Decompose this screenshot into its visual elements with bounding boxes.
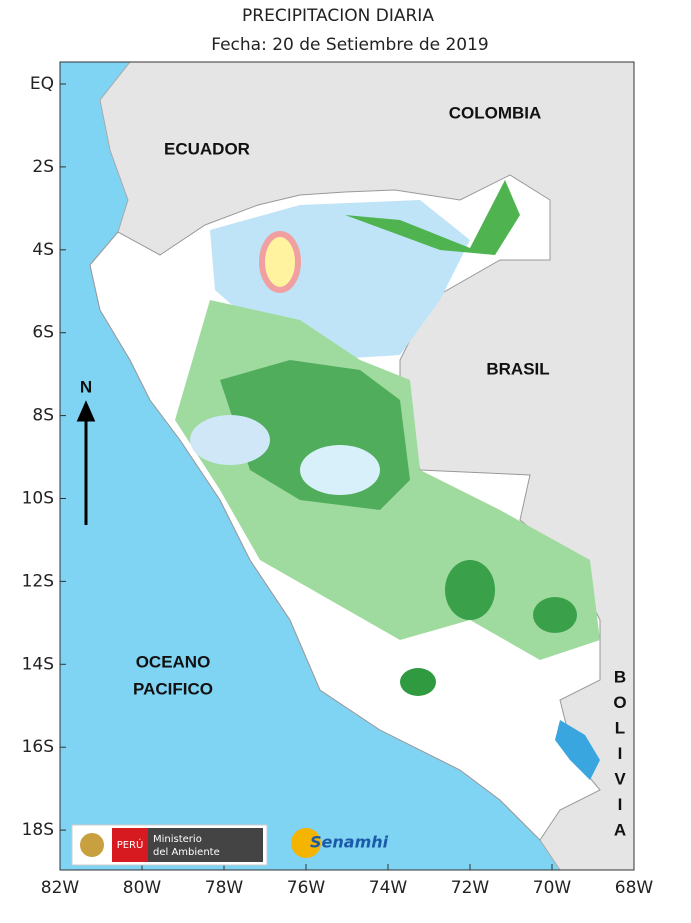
- logo-text: PERÚ: [117, 838, 144, 851]
- logo-text: del Ambiente: [153, 847, 220, 858]
- lat-label: 8S: [32, 406, 54, 426]
- logo-panel: [148, 828, 263, 862]
- lat-label: 2S: [32, 157, 54, 177]
- lon-label: 76W: [287, 878, 326, 898]
- lake-titicaca: [555, 720, 600, 780]
- lat-label: 6S: [32, 323, 54, 343]
- logo-sun: [291, 828, 321, 858]
- lon-label: 72W: [451, 878, 490, 898]
- lat-label: 14S: [22, 654, 54, 674]
- logo-text: Ministerio: [153, 834, 202, 845]
- country-letter: V: [614, 769, 626, 788]
- country-letter: B: [614, 667, 626, 686]
- blue-zone: [300, 445, 380, 495]
- north-label: N: [80, 377, 92, 396]
- lon-label: 74W: [369, 878, 408, 898]
- logo-flag: [112, 828, 148, 862]
- green-zone: [533, 597, 577, 633]
- country-letter: I: [618, 795, 623, 814]
- country-letter: O: [613, 693, 626, 712]
- country-label: ECUADOR: [164, 139, 250, 158]
- country-label: COLOMBIA: [449, 103, 542, 122]
- subtitle: Fecha: 20 de Setiembre de 2019: [211, 35, 489, 55]
- north-arrow: [76, 400, 96, 525]
- lon-label: 80W: [123, 878, 162, 898]
- lon-label: 78W: [205, 878, 244, 898]
- lon-label: 82W: [41, 878, 80, 898]
- country-label: BRASIL: [486, 359, 549, 378]
- country-letter: I: [618, 744, 623, 763]
- title: PRECIPITACION DIARIA: [242, 6, 434, 26]
- lon-label: 68W: [615, 878, 654, 898]
- logo-shield: [80, 833, 104, 857]
- frame: [59, 61, 635, 871]
- lat-label: 12S: [22, 571, 54, 591]
- lat-label: 16S: [22, 737, 54, 757]
- green-zone: [400, 668, 436, 696]
- rain-max: [259, 231, 301, 293]
- country-letter: A: [614, 820, 626, 839]
- ocean-label: PACIFICO: [133, 679, 213, 698]
- blue-zone: [190, 415, 270, 465]
- country-letter: L: [615, 718, 625, 737]
- map-area: [59, 61, 635, 871]
- logo-ministry: PERÚ Ministerio del Ambiente: [71, 824, 268, 866]
- lat-label: 10S: [22, 489, 54, 509]
- graticule: EQ 2S 4S 6S 8S 10S 12S 14S 16S 18S 82W 80W 78W 76W 74W…: [22, 74, 654, 898]
- ocean-label: OCEANO: [136, 652, 211, 671]
- logo-senamhi: Senamhi: [291, 828, 389, 858]
- lat-label: 18S: [22, 820, 54, 840]
- green-zone: [445, 560, 495, 620]
- lat-label: 4S: [32, 240, 54, 260]
- green-zone: [345, 180, 520, 255]
- logo-text: Senamhi: [310, 833, 389, 852]
- lon-label: 70W: [533, 878, 572, 898]
- lat-label: EQ: [30, 74, 54, 94]
